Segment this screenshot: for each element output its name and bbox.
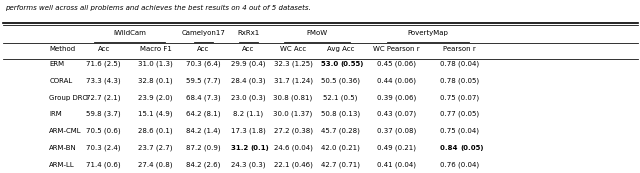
Text: 53.0: 53.0 bbox=[321, 61, 340, 67]
Text: 87.2 (0.9): 87.2 (0.9) bbox=[186, 145, 221, 151]
Text: 0.75 (0.04): 0.75 (0.04) bbox=[440, 128, 479, 134]
Text: 0.37 (0.08): 0.37 (0.08) bbox=[377, 128, 417, 134]
Text: 42.0 (0.21): 42.0 (0.21) bbox=[321, 145, 360, 151]
Text: (0.55): (0.55) bbox=[340, 61, 364, 67]
Text: (0.1): (0.1) bbox=[251, 145, 269, 151]
Text: 50.5 (0.36): 50.5 (0.36) bbox=[321, 77, 360, 84]
Text: 70.5 (0.6): 70.5 (0.6) bbox=[86, 128, 121, 134]
Text: CORAL: CORAL bbox=[49, 78, 72, 84]
Text: Acc: Acc bbox=[97, 46, 110, 52]
Text: 59.5 (7.7): 59.5 (7.7) bbox=[186, 77, 221, 84]
Text: PovertyMap: PovertyMap bbox=[408, 30, 449, 36]
Text: ARM-BN: ARM-BN bbox=[49, 145, 77, 151]
Text: performs well across all problems and achieves the best results on 4 out of 5 da: performs well across all problems and ac… bbox=[5, 5, 311, 11]
Text: Macro F1: Macro F1 bbox=[140, 46, 172, 52]
Text: 23.7 (2.7): 23.7 (2.7) bbox=[138, 145, 173, 151]
Text: 64.2 (8.1): 64.2 (8.1) bbox=[186, 111, 221, 117]
Text: 0.44 (0.06): 0.44 (0.06) bbox=[378, 77, 416, 84]
Text: Acc: Acc bbox=[242, 46, 255, 52]
Text: 84.2 (1.4): 84.2 (1.4) bbox=[186, 128, 221, 134]
Text: Camelyon17: Camelyon17 bbox=[182, 30, 225, 36]
Text: 31.2: 31.2 bbox=[231, 145, 251, 151]
Text: 27.4 (0.8): 27.4 (0.8) bbox=[138, 162, 173, 168]
Text: Group DRO: Group DRO bbox=[49, 94, 88, 101]
Text: iWildCam: iWildCam bbox=[113, 30, 146, 36]
Text: 17.3 (1.8): 17.3 (1.8) bbox=[231, 128, 266, 134]
Text: 45.7 (0.28): 45.7 (0.28) bbox=[321, 128, 360, 134]
Text: 23.9 (2.0): 23.9 (2.0) bbox=[138, 94, 173, 101]
Text: 0.75 (0.07): 0.75 (0.07) bbox=[440, 94, 479, 101]
Text: 52.1 (0.5): 52.1 (0.5) bbox=[323, 94, 358, 101]
Text: FMoW: FMoW bbox=[306, 30, 328, 36]
Text: 28.4 (0.3): 28.4 (0.3) bbox=[231, 77, 266, 84]
Text: 0.76 (0.04): 0.76 (0.04) bbox=[440, 162, 479, 168]
Text: 30.8 (0.81): 30.8 (0.81) bbox=[273, 94, 313, 101]
Text: 23.0 (0.3): 23.0 (0.3) bbox=[231, 94, 266, 101]
Text: 0.39 (0.06): 0.39 (0.06) bbox=[377, 94, 417, 101]
Text: 70.3 (2.4): 70.3 (2.4) bbox=[86, 145, 121, 151]
Text: 8.2 (1.1): 8.2 (1.1) bbox=[233, 111, 264, 117]
Text: 72.7 (2.1): 72.7 (2.1) bbox=[86, 94, 121, 101]
Text: 73.3 (4.3): 73.3 (4.3) bbox=[86, 77, 121, 84]
Text: 42.7 (0.71): 42.7 (0.71) bbox=[321, 162, 360, 168]
Text: 31.0 (1.3): 31.0 (1.3) bbox=[138, 60, 173, 67]
Text: WC Acc: WC Acc bbox=[280, 46, 307, 52]
Text: 84.2 (2.6): 84.2 (2.6) bbox=[186, 162, 221, 168]
Text: 0.49 (0.21): 0.49 (0.21) bbox=[378, 145, 416, 151]
Text: 15.1 (4.9): 15.1 (4.9) bbox=[138, 111, 173, 117]
Text: ARM-LL: ARM-LL bbox=[49, 162, 75, 168]
Text: 28.6 (0.1): 28.6 (0.1) bbox=[138, 128, 173, 134]
Text: 24.6 (0.04): 24.6 (0.04) bbox=[274, 145, 312, 151]
Text: 0.78 (0.04): 0.78 (0.04) bbox=[440, 60, 479, 67]
Text: 22.1 (0.46): 22.1 (0.46) bbox=[274, 162, 312, 168]
Text: Acc: Acc bbox=[197, 46, 210, 52]
Text: RxRx1: RxRx1 bbox=[237, 30, 259, 36]
Text: Pearson r: Pearson r bbox=[443, 46, 476, 52]
Text: 31.7 (1.24): 31.7 (1.24) bbox=[274, 77, 312, 84]
Text: ERM: ERM bbox=[49, 61, 65, 67]
Text: 71.6 (2.5): 71.6 (2.5) bbox=[86, 60, 121, 67]
Text: WC Pearson r: WC Pearson r bbox=[374, 46, 420, 52]
Text: 0.45 (0.06): 0.45 (0.06) bbox=[378, 60, 416, 67]
Text: Method: Method bbox=[49, 46, 76, 52]
Text: 0.43 (0.07): 0.43 (0.07) bbox=[377, 111, 417, 117]
Text: 0.77 (0.05): 0.77 (0.05) bbox=[440, 111, 479, 117]
Text: 32.3 (1.25): 32.3 (1.25) bbox=[274, 60, 312, 67]
Text: 29.9 (0.4): 29.9 (0.4) bbox=[231, 60, 266, 67]
Text: 27.2 (0.38): 27.2 (0.38) bbox=[274, 128, 312, 134]
Text: 59.8 (3.7): 59.8 (3.7) bbox=[86, 111, 121, 117]
Text: IRM: IRM bbox=[49, 111, 62, 117]
Text: Avg Acc: Avg Acc bbox=[327, 46, 354, 52]
Text: 0.84: 0.84 bbox=[440, 145, 460, 151]
Text: 68.4 (7.3): 68.4 (7.3) bbox=[186, 94, 221, 101]
Text: 0.41 (0.04): 0.41 (0.04) bbox=[378, 162, 416, 168]
Text: (0.05): (0.05) bbox=[460, 145, 484, 151]
Text: 30.0 (1.37): 30.0 (1.37) bbox=[273, 111, 313, 117]
Text: 24.3 (0.3): 24.3 (0.3) bbox=[231, 162, 266, 168]
Text: ARM-CML: ARM-CML bbox=[49, 128, 82, 134]
Text: 50.8 (0.13): 50.8 (0.13) bbox=[321, 111, 360, 117]
Text: 32.8 (0.1): 32.8 (0.1) bbox=[138, 77, 173, 84]
Text: 0.78 (0.05): 0.78 (0.05) bbox=[440, 77, 479, 84]
Text: 71.4 (0.6): 71.4 (0.6) bbox=[86, 162, 121, 168]
Text: 70.3 (6.4): 70.3 (6.4) bbox=[186, 60, 221, 67]
